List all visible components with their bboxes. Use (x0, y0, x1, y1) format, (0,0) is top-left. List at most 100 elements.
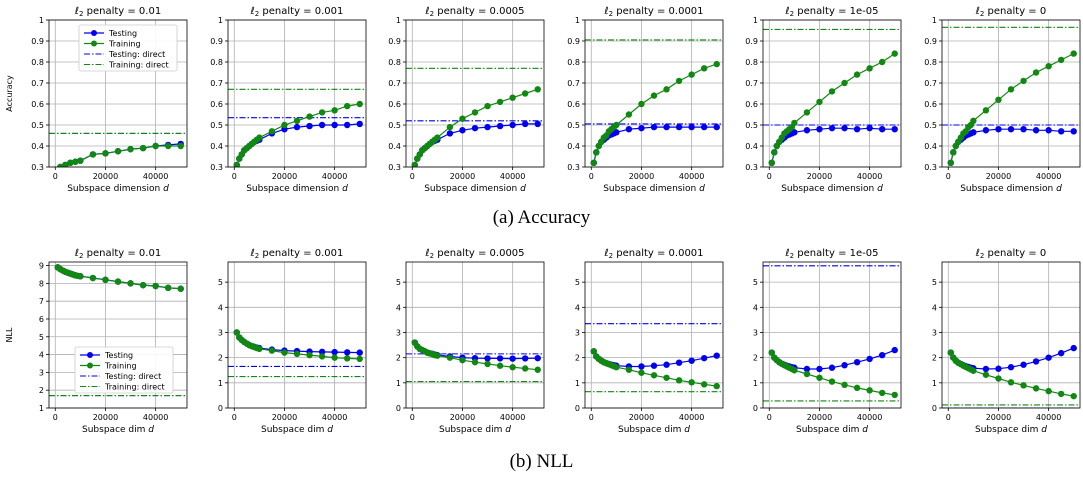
data-point-training (613, 364, 620, 371)
data-point-training (318, 109, 326, 116)
data-point-training (268, 128, 276, 135)
plot-area (942, 344, 1080, 408)
x-tick-label: 0 (410, 172, 415, 181)
plot-area (942, 26, 1080, 166)
data-point-testing (509, 121, 516, 129)
plot-area (763, 265, 901, 402)
data-point-training (127, 145, 134, 153)
y-tick-label: 0.9 (388, 37, 401, 46)
chart-panel: 0 1 2 3 4 5 0 20000 40000 ℓ2 penalty = 0.0005 Subs… (396, 248, 545, 435)
data-point-training (411, 161, 418, 167)
x-axis-label: Subspace dimension d (603, 184, 705, 194)
legend-label: Testing: direct (104, 372, 161, 381)
data-point-testing (293, 123, 301, 131)
data-point-testing (995, 126, 1002, 133)
data-point-training (1020, 382, 1027, 389)
x-tick-label: 40000 (143, 172, 168, 181)
data-point-testing (331, 348, 338, 356)
data-point-training (947, 349, 954, 356)
x-axis-label: Subspace dimension d (424, 184, 526, 194)
data-point-training (866, 387, 873, 394)
data-point-training (590, 159, 597, 166)
data-point-testing (343, 349, 351, 356)
chart-panel: 0 1 2 3 4 5 0 20000 40000 ℓ2 penalty = 0.0001 Subs… (575, 248, 724, 435)
chart-title: ℓ2 penalty = 0.01 (75, 248, 161, 260)
plot-frame (762, 261, 902, 409)
data-point-testing (356, 349, 363, 356)
series-line-training (771, 53, 896, 163)
y-tick-label: 1 (753, 16, 758, 25)
y-tick-label: 2 (39, 386, 44, 395)
data-point-training (57, 163, 64, 167)
data-point-training (434, 352, 441, 359)
data-point-training (62, 161, 69, 167)
data-point-training (593, 149, 600, 156)
data-point-training (152, 282, 159, 290)
legend-label: Training (104, 362, 137, 371)
data-point-training (713, 60, 720, 68)
y-tick-label: 0.3 (210, 163, 223, 172)
plot-frame (48, 19, 188, 168)
data-point-training (771, 149, 778, 156)
data-point-training (471, 358, 479, 366)
data-point-testing (496, 355, 504, 362)
data-point-testing (663, 123, 670, 131)
x-tick-label: 40000 (1036, 413, 1061, 422)
data-point-testing (675, 123, 683, 131)
y-tick-label: 1 (575, 16, 580, 25)
chart-panel: 0.3 0.4 0.5 0.6 0.7 0.8 0.9 1 0 20000 40000 ℓ2 pena… (567, 6, 724, 194)
plot-area (49, 264, 187, 397)
data-point-training (995, 96, 1002, 104)
y-tick-label: 1 (932, 16, 937, 25)
plot-area (49, 132, 187, 167)
x-tick-label: 0 (767, 172, 772, 181)
series-line-testing (60, 143, 181, 167)
data-point-training (768, 159, 775, 166)
x-axis-label: Subspace dim d (975, 425, 1047, 435)
plot-frame (227, 261, 367, 409)
x-tick-label: 0 (232, 413, 237, 422)
x-axis-label: Subspace dimension d (67, 184, 169, 194)
data-point-testing (343, 121, 351, 129)
plot-area (763, 28, 901, 166)
data-point-testing (625, 126, 633, 133)
y-tick-label: 4 (39, 351, 44, 360)
data-point-training (1045, 387, 1052, 395)
x-tick-label: 40000 (857, 172, 882, 181)
legend-marker (87, 352, 93, 358)
data-point-testing (496, 122, 504, 130)
data-point-training (638, 100, 645, 108)
legend-label: Training: direct (108, 61, 169, 70)
chart-panel: 0.3 0.4 0.5 0.6 0.7 0.8 0.9 1 0 20000 40000 ℓ2 pena… (210, 6, 367, 194)
legend-marker (87, 362, 93, 369)
data-point-training (521, 365, 529, 372)
data-point-training (177, 285, 184, 292)
data-point-training (446, 354, 454, 361)
data-point-testing (1057, 349, 1065, 357)
plot-frame (584, 261, 724, 409)
data-point-testing (816, 365, 823, 373)
x-tick-label: 0 (53, 172, 58, 181)
plot-frame (584, 19, 724, 168)
data-point-training (950, 149, 957, 156)
data-point-testing (1020, 361, 1027, 368)
data-point-training (318, 353, 326, 360)
data-point-training (947, 159, 954, 166)
x-tick-label: 20000 (272, 413, 297, 422)
data-point-testing (306, 122, 313, 130)
data-point-testing (688, 357, 695, 364)
legend-box (74, 346, 174, 394)
data-point-training (590, 348, 597, 355)
x-axis-label: Subspace dim d (618, 425, 690, 435)
x-axis-label: Subspace dimension d (246, 184, 348, 194)
x-tick-label: 20000 (807, 413, 832, 422)
data-point-testing (713, 123, 720, 131)
y-tick-label: 0 (575, 404, 580, 413)
data-point-testing (446, 130, 454, 137)
x-tick-label: 40000 (322, 172, 347, 181)
data-point-testing (891, 126, 898, 133)
x-tick-label: 40000 (143, 413, 168, 422)
x-tick-label: 20000 (629, 413, 654, 422)
data-point-testing (471, 124, 479, 132)
